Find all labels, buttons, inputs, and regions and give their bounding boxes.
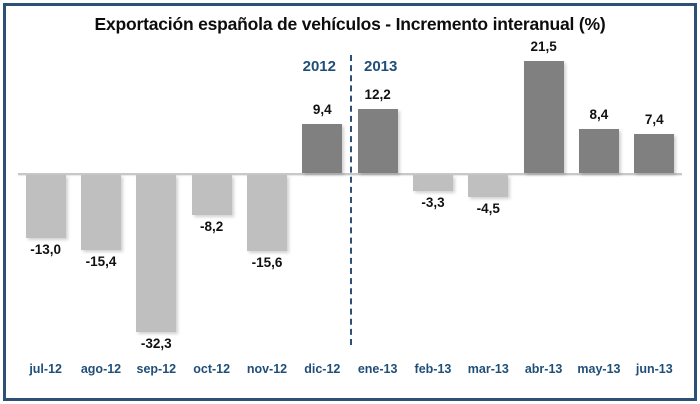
- bar-value-label: 7,4: [644, 112, 664, 128]
- x-axis-tick-label: jun-13: [635, 362, 673, 376]
- bar-group: -8,2: [184, 48, 239, 348]
- x-axis-tick-label: sep-12: [136, 362, 177, 376]
- bar: [25, 175, 66, 239]
- x-axis-tick-label: dic-12: [304, 362, 341, 376]
- x-axis-tick-label: jul-12: [29, 362, 62, 376]
- bar: [136, 175, 177, 332]
- bar: [412, 175, 453, 192]
- bar-value-label: -4,5: [476, 200, 500, 216]
- bar-group: 9,4: [295, 48, 350, 348]
- bar-value-label: -3,3: [421, 195, 445, 211]
- bar-group: 21,5: [516, 39, 571, 348]
- bar-value-label: -8,2: [200, 218, 224, 234]
- bar-value-label: 8,4: [589, 107, 609, 123]
- bar: [302, 124, 343, 173]
- bar: [191, 175, 232, 215]
- bar: [634, 134, 675, 173]
- year-divider-line: [350, 55, 352, 345]
- chart-title: Exportación española de vehículos - Incr…: [94, 14, 606, 34]
- plot-area: -13,0 -15,4 -32,3 -8,2 -15,6 9,4 12,2 -3,3 -4,5 2…: [18, 39, 682, 351]
- bar: [578, 129, 619, 173]
- bar-group: 7,4: [627, 48, 682, 348]
- bar-value-label: -15,6: [251, 254, 283, 270]
- x-axis-labels: jul-12 ago-12 sep-12 oct-12 nov-12 dic-12 ene-…: [18, 362, 682, 376]
- x-axis-tick-label: may-13: [577, 362, 621, 376]
- bar: [468, 175, 509, 197]
- bar-series: -13,0 -15,4 -32,3 -8,2 -15,6 9,4 12,2 -3,3 -4,5 2…: [18, 39, 682, 351]
- x-axis-tick-label: ago-12: [80, 362, 122, 376]
- year-label-2012: 2012: [302, 58, 336, 75]
- bar-group: -4,5: [461, 48, 516, 348]
- bar: [80, 175, 121, 250]
- x-axis-tick-label: feb-13: [414, 362, 452, 376]
- bar-group: -32,3: [129, 48, 184, 351]
- x-axis-tick-label: ene-13: [357, 362, 398, 376]
- x-axis-tick-label: abr-13: [524, 362, 563, 376]
- bar-value-label: -32,3: [140, 336, 172, 351]
- x-axis-tick-label: mar-13: [467, 362, 509, 376]
- bar-group: 12,2: [350, 48, 405, 348]
- x-axis-tick-label: nov-12: [246, 362, 288, 376]
- bar-value-label: -15,4: [85, 253, 117, 269]
- bar: [246, 175, 287, 251]
- year-label-2013: 2013: [364, 58, 398, 75]
- bar: [523, 61, 564, 173]
- bar-group: -13,0: [18, 48, 73, 348]
- bar-group: 8,4: [571, 48, 626, 348]
- bar: [357, 109, 398, 173]
- bar-group: -15,6: [239, 48, 294, 348]
- bar-value-label: 9,4: [312, 102, 332, 118]
- bar-value-label: -13,0: [30, 242, 62, 258]
- x-axis-tick-label: oct-12: [193, 362, 231, 376]
- bar-value-label: 12,2: [364, 87, 391, 103]
- bar-group: -15,4: [73, 48, 128, 348]
- bar-value-label: 21,5: [530, 39, 557, 55]
- bar-group: -3,3: [405, 48, 460, 348]
